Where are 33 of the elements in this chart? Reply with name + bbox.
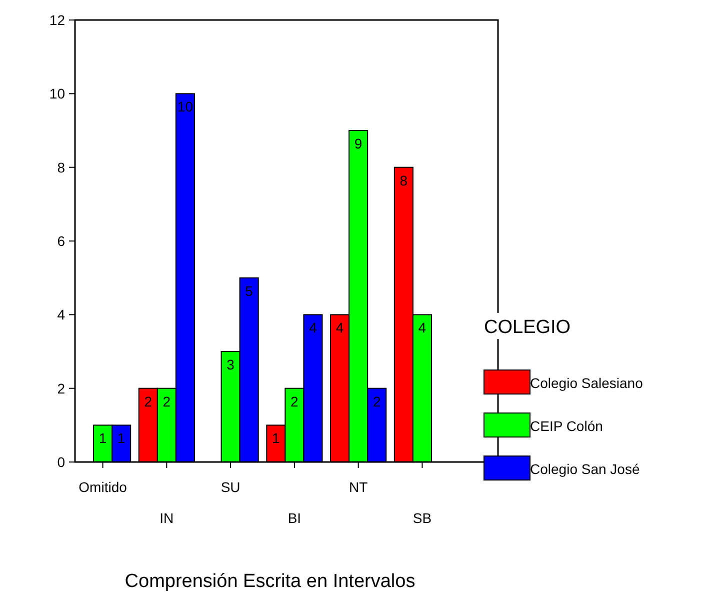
data-label: 1	[98, 430, 107, 446]
data-label: 5	[245, 282, 254, 299]
legend-label: CEIP Colón	[530, 418, 603, 434]
data-label: 2	[162, 393, 171, 410]
legend-label: Colegio Salesiano	[530, 375, 644, 391]
data-label: 1	[117, 430, 126, 446]
x-tick-label: SU	[220, 479, 240, 495]
y-tick-label: 12	[49, 12, 66, 28]
data-label: 4	[336, 320, 344, 336]
y-tick-label: 0	[57, 454, 66, 470]
x-axis-title: Comprensión Escrita en Intervalos	[124, 571, 416, 592]
y-tick-label: 6	[57, 233, 66, 249]
data-label: 4	[309, 320, 318, 336]
y-tick-label: 10	[49, 86, 66, 102]
legend-label: Colegio San José	[530, 461, 640, 477]
x-tick-label: Omitido	[78, 479, 128, 495]
data-label: 2	[290, 393, 299, 410]
data-label: 2	[372, 393, 381, 410]
data-label: 9	[354, 136, 362, 152]
y-tick-label: 8	[57, 159, 66, 176]
data-label: 2	[144, 393, 152, 410]
data-label: 10	[177, 98, 194, 115]
x-tick-label: NT	[348, 479, 368, 495]
y-tick-label: 2	[57, 380, 66, 396]
x-tick-label: BI	[288, 510, 302, 526]
data-label: 1	[272, 430, 280, 446]
x-tick-label: SB	[412, 510, 432, 526]
legend-title: COLEGIO	[484, 317, 571, 338]
data-label: 8	[400, 172, 408, 188]
data-label: 3	[226, 356, 235, 372]
x-tick-label: IN	[160, 510, 174, 526]
y-tick-label: 4	[57, 306, 66, 323]
data-label: 4	[418, 320, 426, 336]
